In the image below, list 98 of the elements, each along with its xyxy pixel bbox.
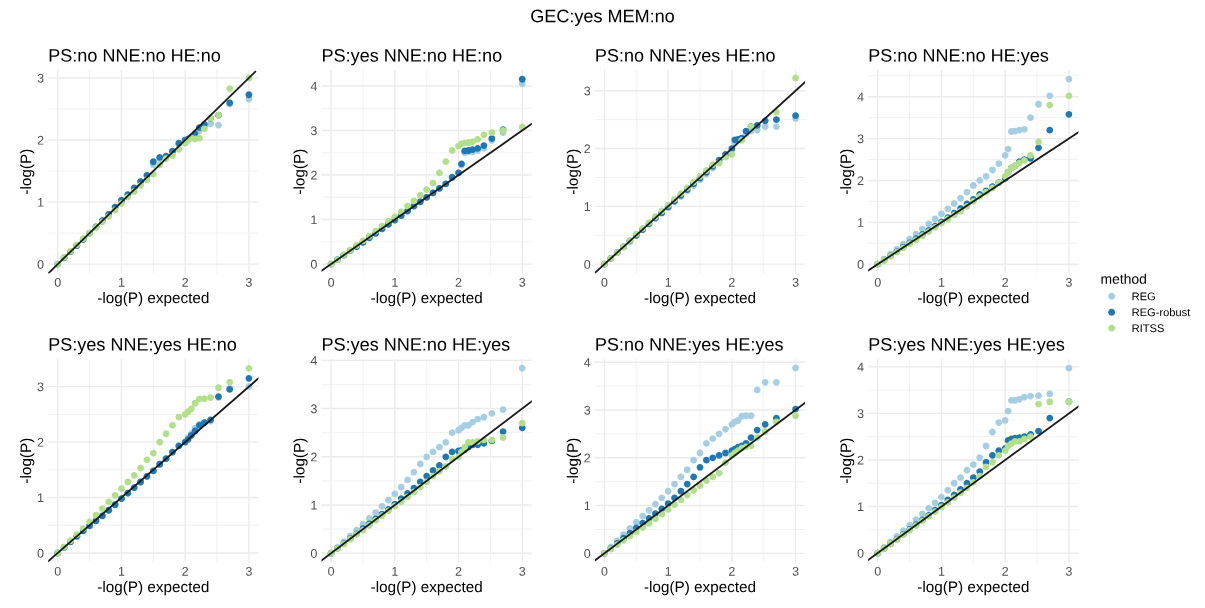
y-tick-label: 2 <box>857 176 864 185</box>
chart-title: PS:yes NNE:yes HE:no <box>49 337 237 355</box>
y-tick-label: 1 <box>584 202 591 211</box>
x-axis-title: -log(P) expected <box>917 292 1029 307</box>
x-tick-label: 3 <box>792 277 799 287</box>
y-tick-label: 4 <box>857 92 864 102</box>
y-tick-label: 2 <box>311 452 317 462</box>
x-tick-label: 1 <box>392 278 398 287</box>
chart-title: PS:no NNE:no HE:no <box>49 48 221 62</box>
y-tick-label: 3 <box>310 404 317 414</box>
chart-title: PS:no NNE:no HE:yes <box>869 48 1049 66</box>
y-tick-label: 4 <box>310 356 318 365</box>
x-tick-label: 0 <box>601 566 608 576</box>
chart-title: PS:yes NNE:no HE:no <box>323 48 502 66</box>
x-tick-label: 0 <box>874 277 881 287</box>
legend-title: method <box>1101 273 1146 284</box>
y-tick-label: 1 <box>38 493 44 503</box>
y-tick-label: 2 <box>311 170 317 180</box>
y-tick-label: 4 <box>584 358 591 367</box>
x-tick-label: 0 <box>601 277 608 287</box>
y-tick-label: 3 <box>37 73 44 83</box>
x-tick-label: 1 <box>938 567 945 576</box>
y-tick-label: 4 <box>857 362 864 372</box>
y-axis-title: -log(P) <box>566 149 581 194</box>
y-tick-label: 1 <box>311 500 317 510</box>
x-axis-title: -log(P) expected <box>644 581 756 596</box>
y-axis-title: -log(P) <box>20 438 35 483</box>
y-tick-label: 1 <box>38 198 44 207</box>
y-tick-label: 3 <box>857 409 864 419</box>
legend-label: REG <box>1132 292 1155 301</box>
y-tick-label: 2 <box>37 437 44 447</box>
y-tick-label: 3 <box>584 86 591 96</box>
x-axis-title: -log(P) expected <box>97 581 209 596</box>
y-tick-label: 0 <box>584 549 591 558</box>
y-tick-label: 1 <box>584 501 591 511</box>
y-tick-label: 0 <box>857 548 864 558</box>
x-tick-label: 2 <box>1002 566 1009 576</box>
x-tick-label: 2 <box>729 277 735 287</box>
x-tick-label: 3 <box>1065 566 1072 576</box>
y-tick-label: 0 <box>584 259 591 269</box>
x-tick-label: 2 <box>182 277 189 287</box>
x-tick-label: 3 <box>245 277 252 287</box>
y-axis-title: -log(P) <box>293 149 308 194</box>
x-tick-label: 0 <box>54 277 61 287</box>
y-tick-label: 3 <box>37 382 44 392</box>
y-tick-label: 2 <box>857 455 864 465</box>
y-tick-label: 0 <box>310 549 317 558</box>
y-tick-label: 4 <box>310 81 318 91</box>
chart-title: PS:yes NNE:no HE:yes <box>323 337 510 355</box>
x-tick-label: 1 <box>938 278 945 287</box>
x-tick-label: 3 <box>519 277 526 287</box>
x-tick-label: 2 <box>455 277 462 287</box>
x-tick-label: 3 <box>1065 277 1072 287</box>
x-tick-label: 2 <box>1002 277 1009 287</box>
y-tick-label: 2 <box>584 144 591 154</box>
y-axis-title: -log(P) <box>293 438 308 483</box>
y-tick-label: 0 <box>310 259 317 269</box>
x-tick-label: 1 <box>118 567 125 576</box>
x-tick-label: 3 <box>792 566 799 576</box>
chart-title: PS:yes NNE:yes HE:yes <box>869 337 1065 355</box>
y-axis-title: -log(P) <box>20 149 35 194</box>
y-tick-label: 3 <box>310 126 317 136</box>
y-tick-label: 1 <box>858 502 864 512</box>
x-tick-label: 0 <box>328 566 335 576</box>
x-tick-label: 3 <box>245 566 252 576</box>
y-tick-label: 2 <box>37 135 44 145</box>
y-axis-title: -log(P) <box>840 438 855 483</box>
legend-label: RITSS <box>1132 324 1164 333</box>
y-tick-label: 1 <box>311 215 317 225</box>
x-tick-label: 1 <box>392 567 398 576</box>
x-tick-label: 1 <box>118 278 125 287</box>
x-tick-label: 1 <box>665 278 672 287</box>
chart-title: PS:no NNE:yes HE:no <box>596 48 775 66</box>
y-tick-label: 0 <box>857 260 864 269</box>
y-axis-title: -log(P) <box>840 149 855 194</box>
x-axis-title: -log(P) expected <box>917 581 1029 596</box>
y-tick-label: 1 <box>858 218 864 227</box>
legend-label: REG-robust <box>1132 308 1191 317</box>
y-tick-label: 3 <box>584 405 591 415</box>
x-axis-title: -log(P) expected <box>371 581 482 596</box>
x-axis-title: -log(P) expected <box>644 292 756 307</box>
text: GEC:yes MEM:no <box>531 9 674 26</box>
y-tick-label: 0 <box>37 259 44 269</box>
y-tick-label: 0 <box>37 548 44 558</box>
x-tick-label: 0 <box>328 277 335 287</box>
y-tick-label: 2 <box>584 453 591 463</box>
y-tick-label: 3 <box>857 134 864 144</box>
x-tick-label: 2 <box>455 566 462 576</box>
x-axis-title: -log(P) expected <box>97 292 209 307</box>
x-tick-label: 0 <box>874 566 881 576</box>
x-tick-label: 2 <box>182 566 189 576</box>
chart-title: PS:no NNE:yes HE:yes <box>596 337 783 355</box>
x-tick-label: 0 <box>54 566 61 576</box>
x-tick-label: 1 <box>665 567 672 576</box>
x-tick-label: 3 <box>519 566 526 576</box>
x-axis-title: -log(P) expected <box>371 292 482 307</box>
y-axis-title: -log(P) <box>566 438 581 483</box>
x-tick-label: 2 <box>729 566 735 576</box>
